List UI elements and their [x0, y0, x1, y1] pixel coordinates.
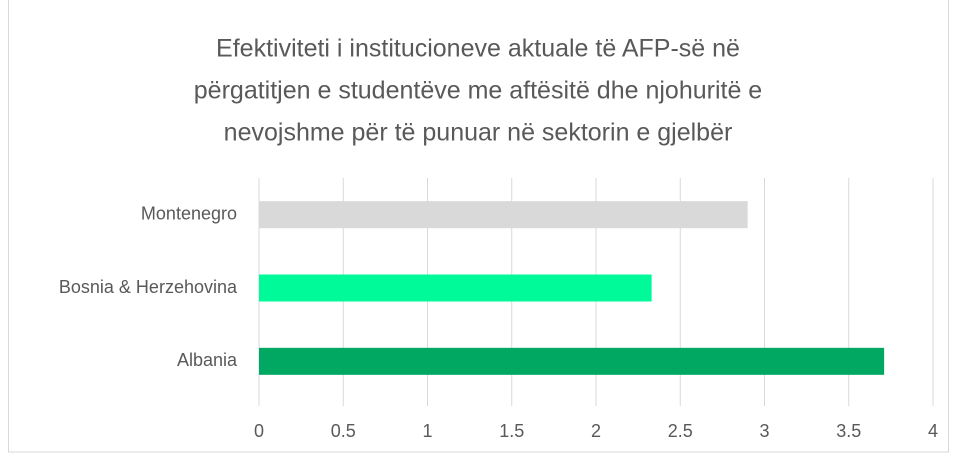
x-tick-label: 3 [759, 421, 769, 441]
x-tick-label: 0.5 [331, 421, 356, 441]
y-tick-label: Montenegro [141, 203, 237, 223]
x-tick-label: 3.5 [836, 421, 861, 441]
y-tick-label: Albania [177, 350, 238, 370]
x-tick-label: 1.5 [499, 421, 524, 441]
x-tick-label: 0 [254, 421, 264, 441]
bar [259, 347, 885, 375]
bar [259, 201, 748, 229]
x-tick-label: 2 [591, 421, 601, 441]
x-tick-label: 1 [422, 421, 432, 441]
chart-title: përgatitjen e studentëve me aftësitë dhe… [194, 77, 762, 105]
chart-title: Efektiviteti i institucioneve aktuale të… [216, 35, 740, 63]
bar [259, 274, 652, 302]
y-tick-label: Bosnia & Herzehovina [59, 277, 238, 297]
x-tick-label: 2.5 [668, 421, 693, 441]
chart-title: nevojshme për të punuar në sektorin e gj… [224, 119, 733, 147]
x-tick-label: 4 [928, 421, 938, 441]
